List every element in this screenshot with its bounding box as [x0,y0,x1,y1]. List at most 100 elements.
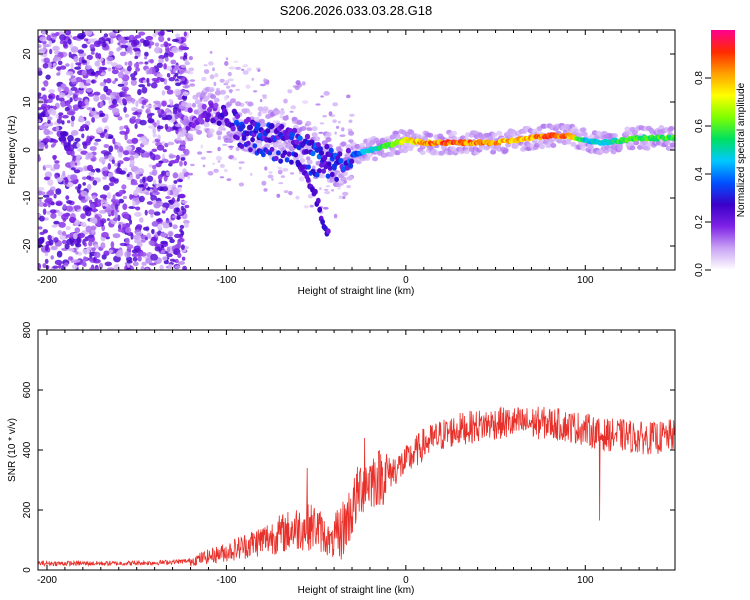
spectrogram-cell [156,62,163,68]
spectrogram-cell [321,168,327,174]
spectrogram-cell [167,37,171,42]
spectrogram-cell [113,178,119,184]
spectrogram-cell [99,94,107,101]
spectrogram-cell [85,156,90,160]
spectrogram-cell [276,150,281,156]
spectrogram-cell [164,85,171,91]
spectrogram-cell [134,55,139,60]
y-tick-label: 400 [22,441,33,458]
spectrogram-cell [233,60,239,63]
spectrogram-cell [125,146,133,151]
spectrogram-cell [53,139,59,143]
spectrogram-cell [119,130,127,135]
spectrogram-cell [56,118,63,124]
spectrogram-cell [302,81,306,86]
spectrogram-cell [89,44,95,49]
spectrogram-cell [124,113,130,118]
spectrogram-cell [286,151,292,157]
spectrogram-cell [223,168,228,173]
spectrogram-cell [158,179,162,184]
spectrogram-cell [73,105,77,111]
spectrogram-cell [150,82,158,89]
spectrogram-cell [87,164,94,172]
spectrogram-cell [253,116,260,122]
spectrogram-cell [159,264,164,270]
spectrogram-cell [633,140,640,146]
spectrogram-cell [323,164,329,170]
spectrogram-cell [303,148,309,155]
spectrogram-cell [202,164,206,168]
spectrogram-cell [624,126,631,132]
spectrogram-cell [172,224,178,230]
spectrogram-cell [279,123,285,130]
spectrogram-cell [98,157,106,163]
spectrogram-cell [121,184,127,190]
spectrogram-cell [215,155,223,161]
spectrogram-cell [322,155,328,161]
spectrogram-cell [346,175,353,181]
spectrogram-cell [118,189,124,195]
spectrogram-cell [338,120,341,124]
spectrogram-cell [45,111,49,117]
spectrogram-cell [44,258,49,264]
spectrogram-cell [305,176,311,183]
spectrogram-cell [70,78,77,83]
spectrogram-cell [81,59,87,64]
spectrogram-cell [95,127,104,134]
spectrogram-cell [408,129,415,135]
spectrogram-cell [108,32,117,37]
spectrogram-cell [75,178,79,183]
spectrogram-cell [157,134,161,140]
spectrogram-cell [146,77,150,83]
spectrogram-cell [306,164,311,170]
spectrogram-cell [117,162,121,168]
spectrogram-cell [132,47,141,52]
spectrogram-cell [81,176,88,180]
spectrogram-cell [72,232,79,240]
snr-x-label: Height of straight line (km) [298,585,415,596]
spectrogram-cell [167,189,171,196]
spectrogram-cell [141,99,147,106]
spectrogram-cell [125,227,132,234]
spectrogram-cell [58,221,66,228]
spectrogram-cell [120,44,129,49]
spectrogram-cell [71,167,76,171]
spectrogram-cell [129,159,135,166]
spectrogram-cell [179,224,185,229]
y-tick-label: 0 [22,147,33,153]
spectrogram-cell [88,171,95,176]
spectrogram-cell [171,47,179,54]
spectrogram-cell [610,149,617,155]
spectrogram-cell [66,111,75,116]
spectrogram-cell [297,135,303,141]
spectrogram-cell [105,37,111,42]
spectrogram-cell [338,158,344,164]
spectrogram-cell [210,94,216,100]
x-tick-label: 100 [577,275,594,286]
spectrogram-cell [70,149,75,157]
spectrogram-cell [43,57,50,64]
spectrogram-cell [228,66,235,70]
spectrogram-cell [161,221,168,226]
spectrogram-cell [184,61,191,66]
spectrogram-cell [106,56,114,62]
spectrogram-cell [168,263,173,270]
spectrogram-cell [70,86,78,91]
spectrogram-cell [38,189,43,196]
spectrogram-cell [166,73,171,78]
spectrogram-cell [114,144,119,150]
spectrogram-cell [162,256,168,261]
spectrogram-cell [104,261,113,267]
spectrogram-cell [93,201,102,208]
spectrogram-cell [87,183,92,191]
spectrogram-cell [64,106,70,112]
spectrogram-cell [70,160,75,166]
spectrogram-cell [129,194,133,200]
spectrogram-cell [38,197,42,203]
spectrogram-cell [111,69,119,75]
spectrogram-cell [108,249,113,254]
spectrogram-cell [158,55,166,60]
spectrogram-cell [50,255,54,260]
spectrogram-cell [588,144,594,150]
